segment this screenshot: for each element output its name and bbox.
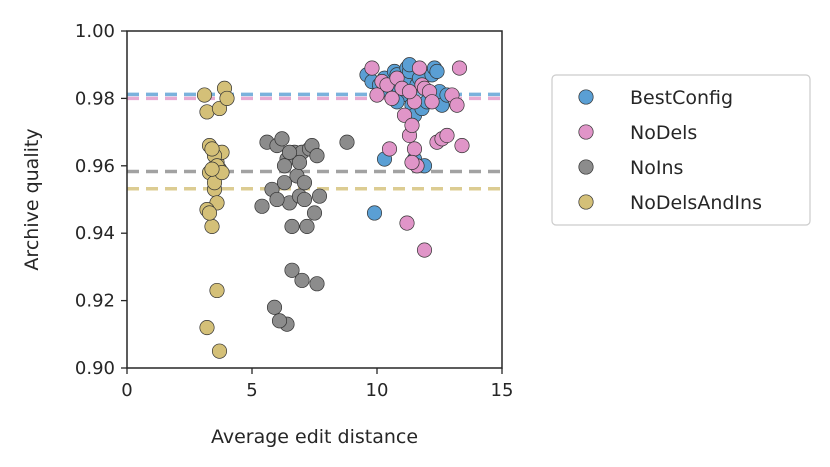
point-noins [309,148,325,164]
legend: BestConfig NoDels NoIns NoDelsAndIns [551,74,811,226]
point-noins [339,134,355,150]
point-nodels [401,84,418,100]
point-nodels [396,107,413,123]
point-nodels [454,138,470,154]
point-noins [296,191,313,208]
point-noins [291,154,308,170]
legend-box [551,74,811,226]
x-axis-label: Average edit distance [211,426,418,448]
point-noins [284,218,300,235]
point-nodelsandins [199,104,215,120]
point-nodels [406,141,423,157]
y-tick-label: 0.96 [75,156,115,177]
point-noins [269,191,285,208]
point-nodelsandins [201,205,218,221]
point-nodels [384,90,400,106]
data-points [196,57,470,359]
legend-label-noins: NoIns [630,157,683,179]
point-nodels [399,215,415,231]
point-noins [274,131,290,147]
y-tick-label: 0.92 [75,291,115,312]
point-noins [309,276,325,292]
point-nodelsandins [196,87,213,103]
point-noins [276,175,293,191]
y-tick-label: 0.94 [75,223,115,244]
point-nodels [439,127,455,144]
point-noins [306,205,323,221]
legend-label-nodelsandins: NoDelsAndIns [630,192,762,214]
point-nodels [364,60,380,76]
y-tick-label: 0.98 [75,88,115,109]
point-nodels [416,242,433,258]
point-nodels [424,94,440,110]
x-tick-label: 0 [121,380,132,401]
point-noins [311,188,328,204]
plot-frame [126,30,503,369]
legend-marker-noins [578,159,594,175]
point-nodels [451,60,468,76]
point-nodelsandins [204,218,220,235]
point-noins [271,313,288,329]
y-tick-label: 1.00 [75,21,115,42]
point-nodels [381,141,398,157]
x-tick-label: 15 [491,380,514,401]
point-nodelsandins [209,282,225,299]
point-noins [296,175,313,191]
point-noins [276,158,293,174]
point-nodelsandins [204,141,220,157]
x-axis-ticks: 0 5 10 15 [121,368,513,401]
y-tick-label: 0.90 [75,358,115,379]
point-bestconfig [366,205,383,221]
x-tick-label: 10 [366,380,389,401]
legend-marker-nodelsandins [578,194,594,210]
point-nodels [369,87,385,103]
legend-marker-bestconfig [578,89,594,105]
point-nodelsandins [204,161,220,177]
point-nodelsandins [211,343,228,359]
legend-marker-nodels [578,124,594,140]
point-nodels [449,97,465,113]
y-axis-ticks: 0.90 0.92 0.94 0.96 0.98 1.00 [75,21,127,379]
point-bestconfig [429,63,445,79]
y-axis-label: Archive quality [21,128,43,270]
point-noins [254,198,270,214]
legend-label-nodels: NoDels [630,122,697,144]
point-nodelsandins [211,100,228,117]
point-noins [284,262,300,278]
point-noins [281,144,298,160]
point-noins [266,299,283,315]
point-nodelsandins [199,320,215,336]
point-nodelsandins [219,90,235,106]
x-tick-label: 5 [246,380,257,401]
point-noins [294,272,310,288]
legend-label-bestconfig: BestConfig [630,87,733,109]
point-noins [299,218,315,235]
point-nodels [404,117,420,133]
point-nodels [404,154,420,170]
point-nodels [411,60,428,76]
